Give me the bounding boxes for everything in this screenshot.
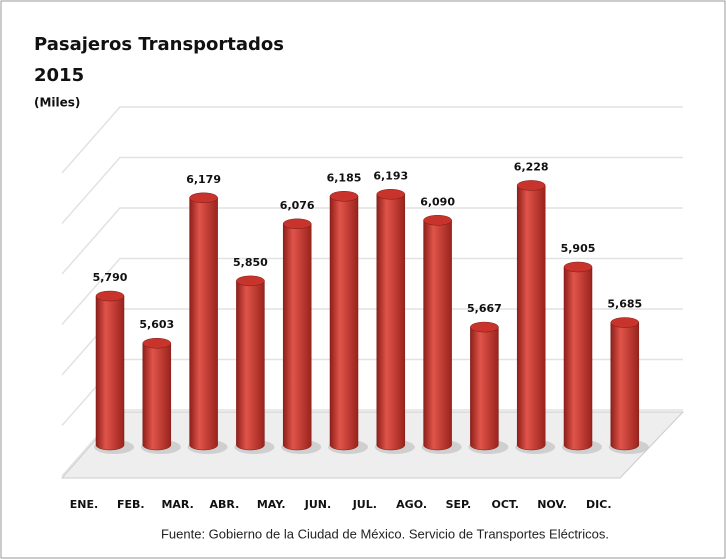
bar-top	[282, 218, 312, 230]
bar-top	[563, 261, 593, 273]
bar	[516, 185, 546, 451]
x-tick-label: ENE.	[70, 498, 98, 511]
y-axis-label: (Miles)	[34, 96, 80, 110]
bar-top	[610, 317, 640, 328]
value-label: 5,667	[467, 302, 502, 315]
value-label: 6,228	[514, 160, 549, 173]
value-label: 5,850	[233, 256, 268, 269]
value-label: 5,905	[561, 242, 596, 255]
x-tick-label: OCT.	[491, 498, 518, 511]
bar-top	[329, 191, 359, 202]
bar-top	[189, 192, 218, 204]
x-tick-label: FEB.	[117, 498, 145, 511]
value-label: 6,185	[327, 171, 362, 184]
bar	[282, 223, 312, 451]
x-tick-label: SEP.	[446, 498, 472, 511]
grid-line	[61, 257, 683, 325]
bar	[95, 295, 125, 451]
bar	[563, 266, 593, 451]
bar-top	[470, 321, 499, 333]
chart-subtitle: 2015	[34, 65, 84, 86]
x-tick-label: ABR.	[210, 498, 240, 511]
x-tick-label: JUN.	[304, 498, 331, 511]
bar	[142, 342, 172, 451]
bar	[423, 220, 452, 451]
value-label: 6,179	[186, 173, 221, 186]
bar	[189, 197, 218, 451]
bar-top	[236, 275, 265, 287]
value-label: 5,603	[139, 318, 174, 331]
grid-line	[61, 106, 683, 174]
bar	[376, 194, 406, 451]
value-label: 5,790	[93, 271, 128, 284]
value-label: 5,685	[607, 298, 642, 311]
source: Fuente: Gobierno de la Ciudad de México.…	[161, 526, 609, 541]
grid-line	[61, 156, 683, 224]
bar-top	[423, 215, 452, 226]
bar-top	[516, 180, 546, 191]
value-label: 6,193	[373, 169, 408, 182]
bar	[236, 280, 265, 451]
x-tick-label: NOV.	[537, 498, 567, 511]
x-tick-label: MAY.	[257, 498, 286, 511]
grid-line	[61, 207, 683, 275]
bar	[610, 322, 640, 451]
x-tick-label: DIC.	[586, 498, 611, 511]
bar-top	[376, 189, 406, 200]
chart-title: Pasajeros Transportados	[34, 34, 284, 55]
x-tick-label: AGO.	[396, 498, 427, 511]
bar-top	[142, 337, 172, 349]
x-tick-label: MAR.	[161, 498, 193, 511]
bar	[329, 196, 359, 451]
bar-top	[95, 290, 125, 302]
x-tick-label: JUL.	[352, 498, 377, 511]
value-label: 6,076	[280, 199, 315, 212]
value-label: 6,090	[420, 195, 455, 208]
bar	[470, 326, 499, 451]
